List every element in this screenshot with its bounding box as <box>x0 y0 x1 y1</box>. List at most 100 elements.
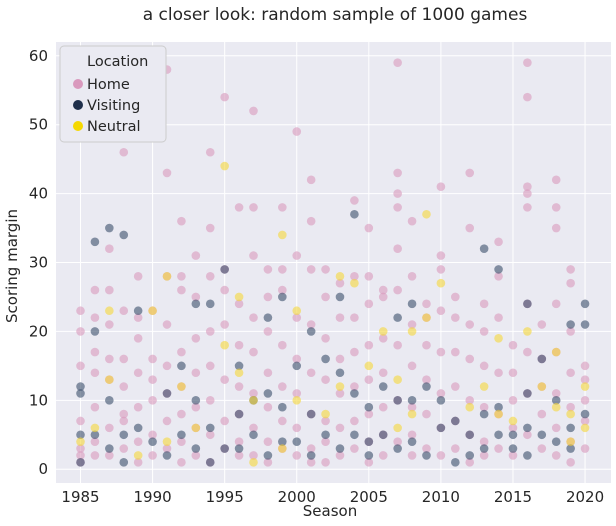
point-home <box>306 175 316 185</box>
point-home <box>537 320 547 329</box>
point-home <box>177 347 186 357</box>
point-home <box>350 382 359 391</box>
point-home <box>162 444 172 453</box>
point-neutral <box>566 437 575 446</box>
point-neutral <box>321 409 330 419</box>
point-visiting <box>494 402 503 412</box>
point-home <box>580 375 590 384</box>
point-neutral <box>393 423 402 433</box>
point-home <box>119 306 129 316</box>
point-visiting <box>407 396 417 405</box>
point-visiting <box>364 451 374 460</box>
y-tick-label: 60 <box>29 47 48 65</box>
point-visiting <box>234 409 244 419</box>
point-home <box>292 354 302 364</box>
point-home <box>148 396 157 405</box>
point-home <box>321 265 330 274</box>
point-home <box>364 458 374 467</box>
point-neutral <box>580 423 590 433</box>
legend-label-home: Home <box>87 77 130 93</box>
y-tick-label: 30 <box>29 254 48 272</box>
point-visiting <box>234 361 244 371</box>
legend-box <box>59 45 167 143</box>
point-home <box>523 58 532 67</box>
point-home <box>177 216 186 226</box>
point-visiting <box>465 451 475 460</box>
point-visiting <box>191 299 201 309</box>
point-visiting <box>494 265 503 274</box>
point-home <box>249 251 258 260</box>
point-home <box>508 396 518 405</box>
point-home <box>321 292 330 302</box>
point-visiting <box>465 430 475 440</box>
point-home <box>551 299 561 309</box>
point-visiting <box>378 430 388 440</box>
point-visiting <box>119 458 129 467</box>
x-axis-ticks: 1985 1990 1995 2000 2005 2010 2015 2020 <box>61 488 604 506</box>
point-visiting <box>90 237 100 247</box>
point-home <box>205 223 215 233</box>
point-visiting <box>537 354 547 364</box>
point-home <box>90 313 100 322</box>
point-visiting <box>551 437 561 446</box>
point-visiting <box>378 382 388 391</box>
point-visiting <box>580 320 590 329</box>
point-home <box>234 437 244 446</box>
point-home <box>465 354 475 364</box>
point-neutral <box>537 382 547 391</box>
point-home <box>205 147 215 157</box>
point-home <box>523 189 532 198</box>
x-tick-label: 2015 <box>494 488 532 506</box>
point-home <box>76 327 85 336</box>
point-home <box>479 451 489 460</box>
point-neutral <box>177 382 186 391</box>
x-tick-label: 1995 <box>206 488 244 506</box>
point-visiting <box>364 402 374 412</box>
point-home <box>133 271 143 281</box>
y-axis-label: Scoring margin <box>3 209 21 323</box>
point-home <box>580 361 590 371</box>
point-home <box>508 368 518 378</box>
point-neutral <box>278 230 287 240</box>
x-tick-label: 2000 <box>278 488 316 506</box>
point-home <box>306 265 316 274</box>
point-home <box>278 265 287 274</box>
point-home <box>119 409 129 419</box>
point-home <box>76 444 85 453</box>
point-home <box>278 382 287 391</box>
point-home <box>451 382 460 391</box>
point-neutral <box>378 327 388 336</box>
point-home <box>321 416 330 426</box>
point-home <box>205 361 215 371</box>
point-neutral <box>292 306 302 316</box>
point-home <box>350 271 359 281</box>
point-home <box>321 333 330 343</box>
point-home <box>220 92 229 102</box>
point-home <box>523 430 532 440</box>
point-visiting <box>350 389 359 398</box>
point-home <box>162 168 172 178</box>
point-neutral <box>350 278 359 288</box>
point-home <box>90 437 100 446</box>
point-home <box>378 285 388 295</box>
point-neutral <box>436 278 446 288</box>
point-neutral <box>105 306 114 316</box>
point-home <box>177 409 186 419</box>
point-home <box>479 327 489 336</box>
y-tick-label: 20 <box>29 322 48 340</box>
point-home <box>508 423 518 433</box>
point-home <box>436 389 446 398</box>
y-tick-label: 40 <box>29 185 48 203</box>
point-home <box>335 354 345 364</box>
point-home <box>580 416 590 426</box>
point-home <box>177 458 186 467</box>
point-home <box>306 320 316 329</box>
point-home <box>90 285 100 295</box>
point-neutral <box>479 382 489 391</box>
point-home <box>335 313 345 322</box>
grid-lines <box>56 42 611 483</box>
point-visiting <box>220 444 229 453</box>
point-visiting <box>523 299 532 309</box>
point-home <box>537 409 547 419</box>
